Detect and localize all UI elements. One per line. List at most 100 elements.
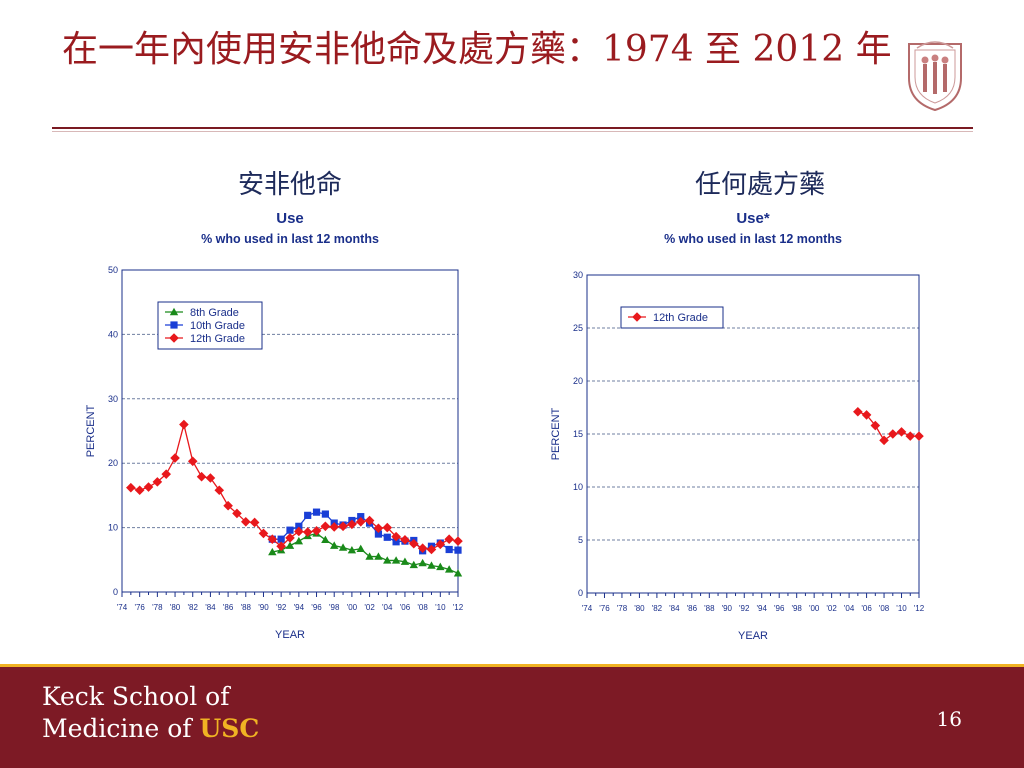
data-point-10th-grade xyxy=(304,511,312,519)
data-point-12th-grade xyxy=(853,406,863,417)
prescription-drug-chart: Use* % who used in last 12 months 0 5 10 15 20… xyxy=(550,210,925,642)
panel-heading-amphetamine: 安非他命 xyxy=(237,170,342,200)
data-point-8th-grade xyxy=(330,541,339,549)
legend-box xyxy=(620,306,724,329)
data-point-12th-grade xyxy=(338,521,348,532)
x-tick-label: '90 xyxy=(258,603,269,612)
x-tick-label: '98 xyxy=(791,604,802,613)
legend-label: 12th Grade xyxy=(190,333,245,345)
data-point-12th-grade xyxy=(214,485,225,496)
x-tick-label: '96 xyxy=(311,603,322,612)
data-point-12th-grade xyxy=(453,536,463,546)
data-point-10th-grade xyxy=(383,533,391,541)
x-tick-label: '90 xyxy=(722,604,733,613)
data-point-12th-grade xyxy=(126,482,136,493)
data-point-10th-grade xyxy=(357,513,365,521)
x-tick-label: '02 xyxy=(364,603,375,612)
data-point-12th-grade xyxy=(143,482,154,492)
legend-label: 12th Grade xyxy=(653,312,708,324)
x-tick-label: '76 xyxy=(599,604,610,613)
data-point-8th-grade xyxy=(444,565,454,573)
x-tick-label: '80 xyxy=(170,603,181,612)
y-tick-label: 15 xyxy=(573,429,583,439)
y-axis-label: PERCENT xyxy=(85,404,97,457)
data-point-8th-grade xyxy=(347,545,357,554)
data-point-10th-grade xyxy=(312,508,321,516)
chart-subtitle: % who used in last 12 months xyxy=(201,232,379,246)
x-tick-label: '74 xyxy=(117,603,128,612)
chart-title: Use xyxy=(276,210,304,227)
university-seal-icon xyxy=(908,41,962,112)
series-line-8th-grade xyxy=(272,532,459,574)
y-tick-label: 5 xyxy=(578,535,583,545)
data-point-10th-grade xyxy=(454,546,462,554)
y-tick-label: 20 xyxy=(108,458,118,468)
data-point-10th-grade xyxy=(321,510,329,518)
y-tick-label: 20 xyxy=(573,376,583,386)
legend-label: 8th Grade xyxy=(190,307,239,319)
legend-marker xyxy=(169,307,179,316)
data-point-8th-grade xyxy=(391,556,401,564)
data-point-12th-grade xyxy=(311,526,322,536)
data-point-8th-grade xyxy=(285,541,295,549)
x-tick-label: '96 xyxy=(774,604,785,613)
data-point-12th-grade xyxy=(320,521,331,532)
data-point-8th-grade xyxy=(409,560,418,569)
data-point-12th-grade xyxy=(294,526,304,537)
x-tick-label: '94 xyxy=(757,604,768,613)
y-tick-label: 50 xyxy=(108,265,118,275)
data-point-12th-grade xyxy=(905,431,916,441)
data-point-12th-grade xyxy=(373,523,384,534)
amphetamine-chart: Use % who used in last 12 months 0 10 20 30 40… xyxy=(85,210,464,641)
x-tick-label: '04 xyxy=(382,603,393,612)
data-point-8th-grade xyxy=(294,536,304,545)
x-tick-label: '86 xyxy=(223,603,234,612)
legend-marker xyxy=(169,333,179,343)
data-point-10th-grade xyxy=(277,535,285,543)
data-point-8th-grade xyxy=(427,561,436,569)
data-point-12th-grade xyxy=(205,473,216,483)
x-tick-label: '12 xyxy=(453,603,464,612)
x-tick-label: '00 xyxy=(347,603,358,612)
x-axis-label: YEAR xyxy=(275,629,305,641)
x-tick-label: '92 xyxy=(276,603,287,612)
data-point-12th-grade xyxy=(896,427,907,437)
data-point-10th-grade xyxy=(374,530,383,538)
data-point-8th-grade xyxy=(338,543,348,551)
data-point-10th-grade xyxy=(286,526,294,534)
data-point-8th-grade xyxy=(356,544,365,553)
x-tick-label: '10 xyxy=(435,603,446,612)
chart-subtitle: % who used in last 12 months xyxy=(664,232,842,246)
y-tick-label: 30 xyxy=(573,270,583,280)
page-number: 16 xyxy=(936,707,962,731)
data-point-12th-grade xyxy=(196,471,207,482)
x-tick-label: '06 xyxy=(400,603,411,612)
y-tick-label: 0 xyxy=(113,587,118,597)
x-tick-label: '84 xyxy=(205,603,216,612)
x-tick-label: '82 xyxy=(652,604,663,613)
x-tick-label: '94 xyxy=(294,603,305,612)
data-point-10th-grade xyxy=(445,545,453,554)
data-point-12th-grade xyxy=(232,508,242,519)
data-point-12th-grade xyxy=(355,517,366,527)
y-axis-label: PERCENT xyxy=(550,407,562,460)
data-point-12th-grade xyxy=(879,435,889,446)
y-tick-label: 10 xyxy=(108,523,118,533)
data-point-8th-grade xyxy=(374,552,383,560)
data-point-12th-grade xyxy=(267,534,278,544)
x-tick-label: '08 xyxy=(879,604,890,613)
school-logo-text: Keck School of Medicine of USC xyxy=(42,681,259,745)
data-point-8th-grade xyxy=(383,556,392,564)
footer-bar: Keck School of Medicine of USC 16 xyxy=(0,664,1024,768)
data-point-12th-grade xyxy=(240,517,251,527)
legend-label: 10th Grade xyxy=(190,320,245,332)
data-point-12th-grade xyxy=(187,456,198,467)
title-divider-light xyxy=(52,131,973,132)
y-tick-label: 10 xyxy=(573,482,583,492)
y-tick-label: 0 xyxy=(578,588,583,598)
x-tick-label: '10 xyxy=(896,604,907,613)
data-point-12th-grade xyxy=(417,543,428,554)
x-tick-label: '12 xyxy=(914,604,925,613)
data-point-8th-grade xyxy=(436,562,445,571)
x-tick-label: '88 xyxy=(704,604,715,613)
